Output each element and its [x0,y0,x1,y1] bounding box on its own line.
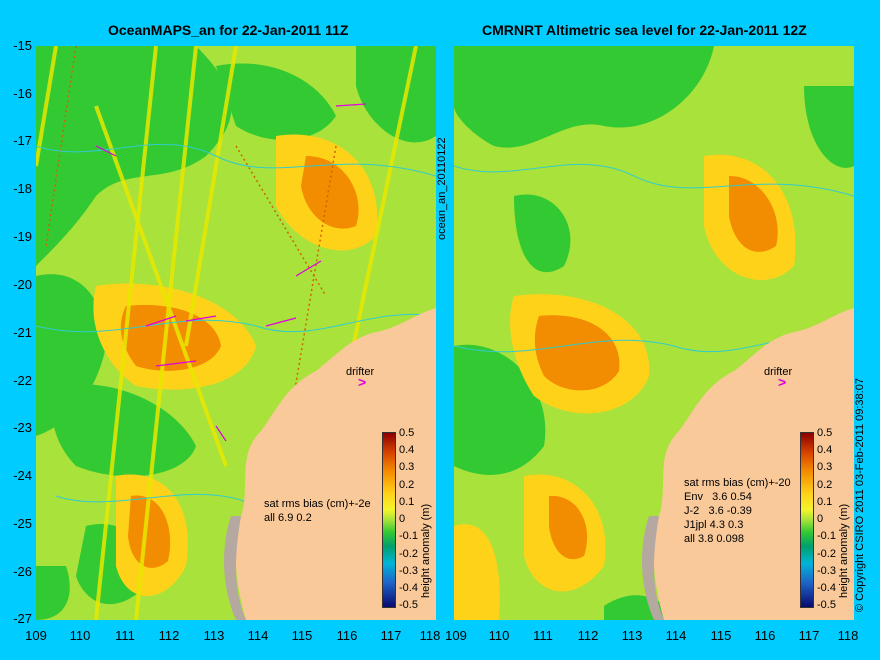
right-colorbar-label: height anomaly (m) [838,503,850,598]
lat-label: -24 [13,468,32,483]
left-lon-label: 113 [203,628,225,643]
lat-label: -23 [13,420,32,435]
right-colorbar-tick: 0.5 [817,427,833,439]
left-drifter-label: drifter [346,366,375,378]
lat-label: -25 [13,516,32,531]
right-colorbar-tick: -0.4 [817,582,836,594]
lat-label: -15 [13,38,32,53]
lat-label: -17 [13,133,32,148]
left-lon-label: 110 [69,628,91,643]
right-drifter-label: drifter [764,366,793,378]
left-lon-label: 112 [158,628,180,643]
left-map-graphic [36,46,436,620]
left-map-panel [36,46,436,620]
left-map-side-label: ocean_an_20110122 [436,137,448,240]
left-colorbar-tick: -0.1 [399,530,418,542]
lat-label: -19 [13,229,32,244]
left-colorbar-tick: -0.3 [399,565,418,577]
right-stats-line: Env 3.6 0.54 [684,491,752,503]
left-drifter-arrow-icon: > [358,374,367,390]
right-lon-label: 110 [488,628,510,643]
left-lon-label: 118 [419,628,441,643]
right-lon-label: 118 [837,628,859,643]
left-colorbar-tick: 0 [399,513,406,525]
right-stats-line: all 3.8 0.098 [684,533,744,545]
right-lon-label: 114 [665,628,687,643]
left-colorbar-tick: -0.4 [399,582,418,594]
left-lon-label: 114 [247,628,269,643]
left-stats-line: all 6.9 0.2 [264,512,312,524]
left-colorbar [382,432,396,608]
right-colorbar-tick: 0 [817,513,824,525]
right-colorbar-tick: 0.2 [817,479,833,491]
right-colorbar-tick: 0.3 [817,461,833,473]
lat-label: -16 [13,86,32,101]
left-lon-label: 117 [380,628,402,643]
right-map-title: CMRNRT Altimetric sea level for 22-Jan-2… [482,22,807,38]
right-lon-label: 111 [533,628,553,643]
left-colorbar-tick: -0.2 [399,548,418,560]
right-colorbar-tick: -0.5 [817,599,836,611]
left-colorbar-tick: 0.3 [399,461,415,473]
left-map-title: OceanMAPS_an for 22-Jan-2011 11Z [108,22,349,38]
left-lon-label: 116 [336,628,358,643]
right-lon-label: 117 [798,628,820,643]
lat-label: -18 [13,181,32,196]
right-stats-line: sat rms bias (cm)+-20 [684,477,791,489]
right-colorbar-tick: -0.2 [817,548,836,560]
right-lon-label: 116 [754,628,776,643]
left-lon-label: 115 [291,628,313,643]
right-colorbar-tick: -0.1 [817,530,836,542]
left-colorbar-tick: 0.4 [399,444,415,456]
left-colorbar-tick: -0.5 [399,599,418,611]
right-colorbar-tick: 0.4 [817,444,833,456]
right-lon-label: 109 [445,628,467,643]
left-lon-label: 109 [25,628,47,643]
right-drifter-arrow-icon: > [778,374,787,390]
right-lon-label: 115 [710,628,732,643]
lat-label: -22 [13,373,32,388]
left-stats-line: sat rms bias (cm)+-2e [264,498,371,510]
right-lon-label: 113 [621,628,643,643]
right-colorbar [800,432,814,608]
left-lon-label: 111 [115,628,135,643]
right-stats-line: J1jpl 4.3 0.3 [684,519,744,531]
right-map-graphic [454,46,854,620]
lat-label: -26 [13,564,32,579]
right-lon-label: 112 [577,628,599,643]
left-colorbar-tick: 0.1 [399,496,415,508]
lat-label: -21 [13,325,32,340]
left-colorbar-tick: 0.2 [399,479,415,491]
lat-label: -27 [13,611,32,626]
right-colorbar-tick: 0.1 [817,496,833,508]
left-colorbar-label: height anomaly (m) [420,503,432,598]
right-stats-line: J-2 3.6 -0.39 [684,505,752,517]
copyright-text: © Copyright CSIRO 2011 03-Feb-2011 09:38… [854,378,866,612]
lat-label: -20 [13,277,32,292]
right-colorbar-tick: -0.3 [817,565,836,577]
left-colorbar-tick: 0.5 [399,427,415,439]
right-map-panel [454,46,854,620]
